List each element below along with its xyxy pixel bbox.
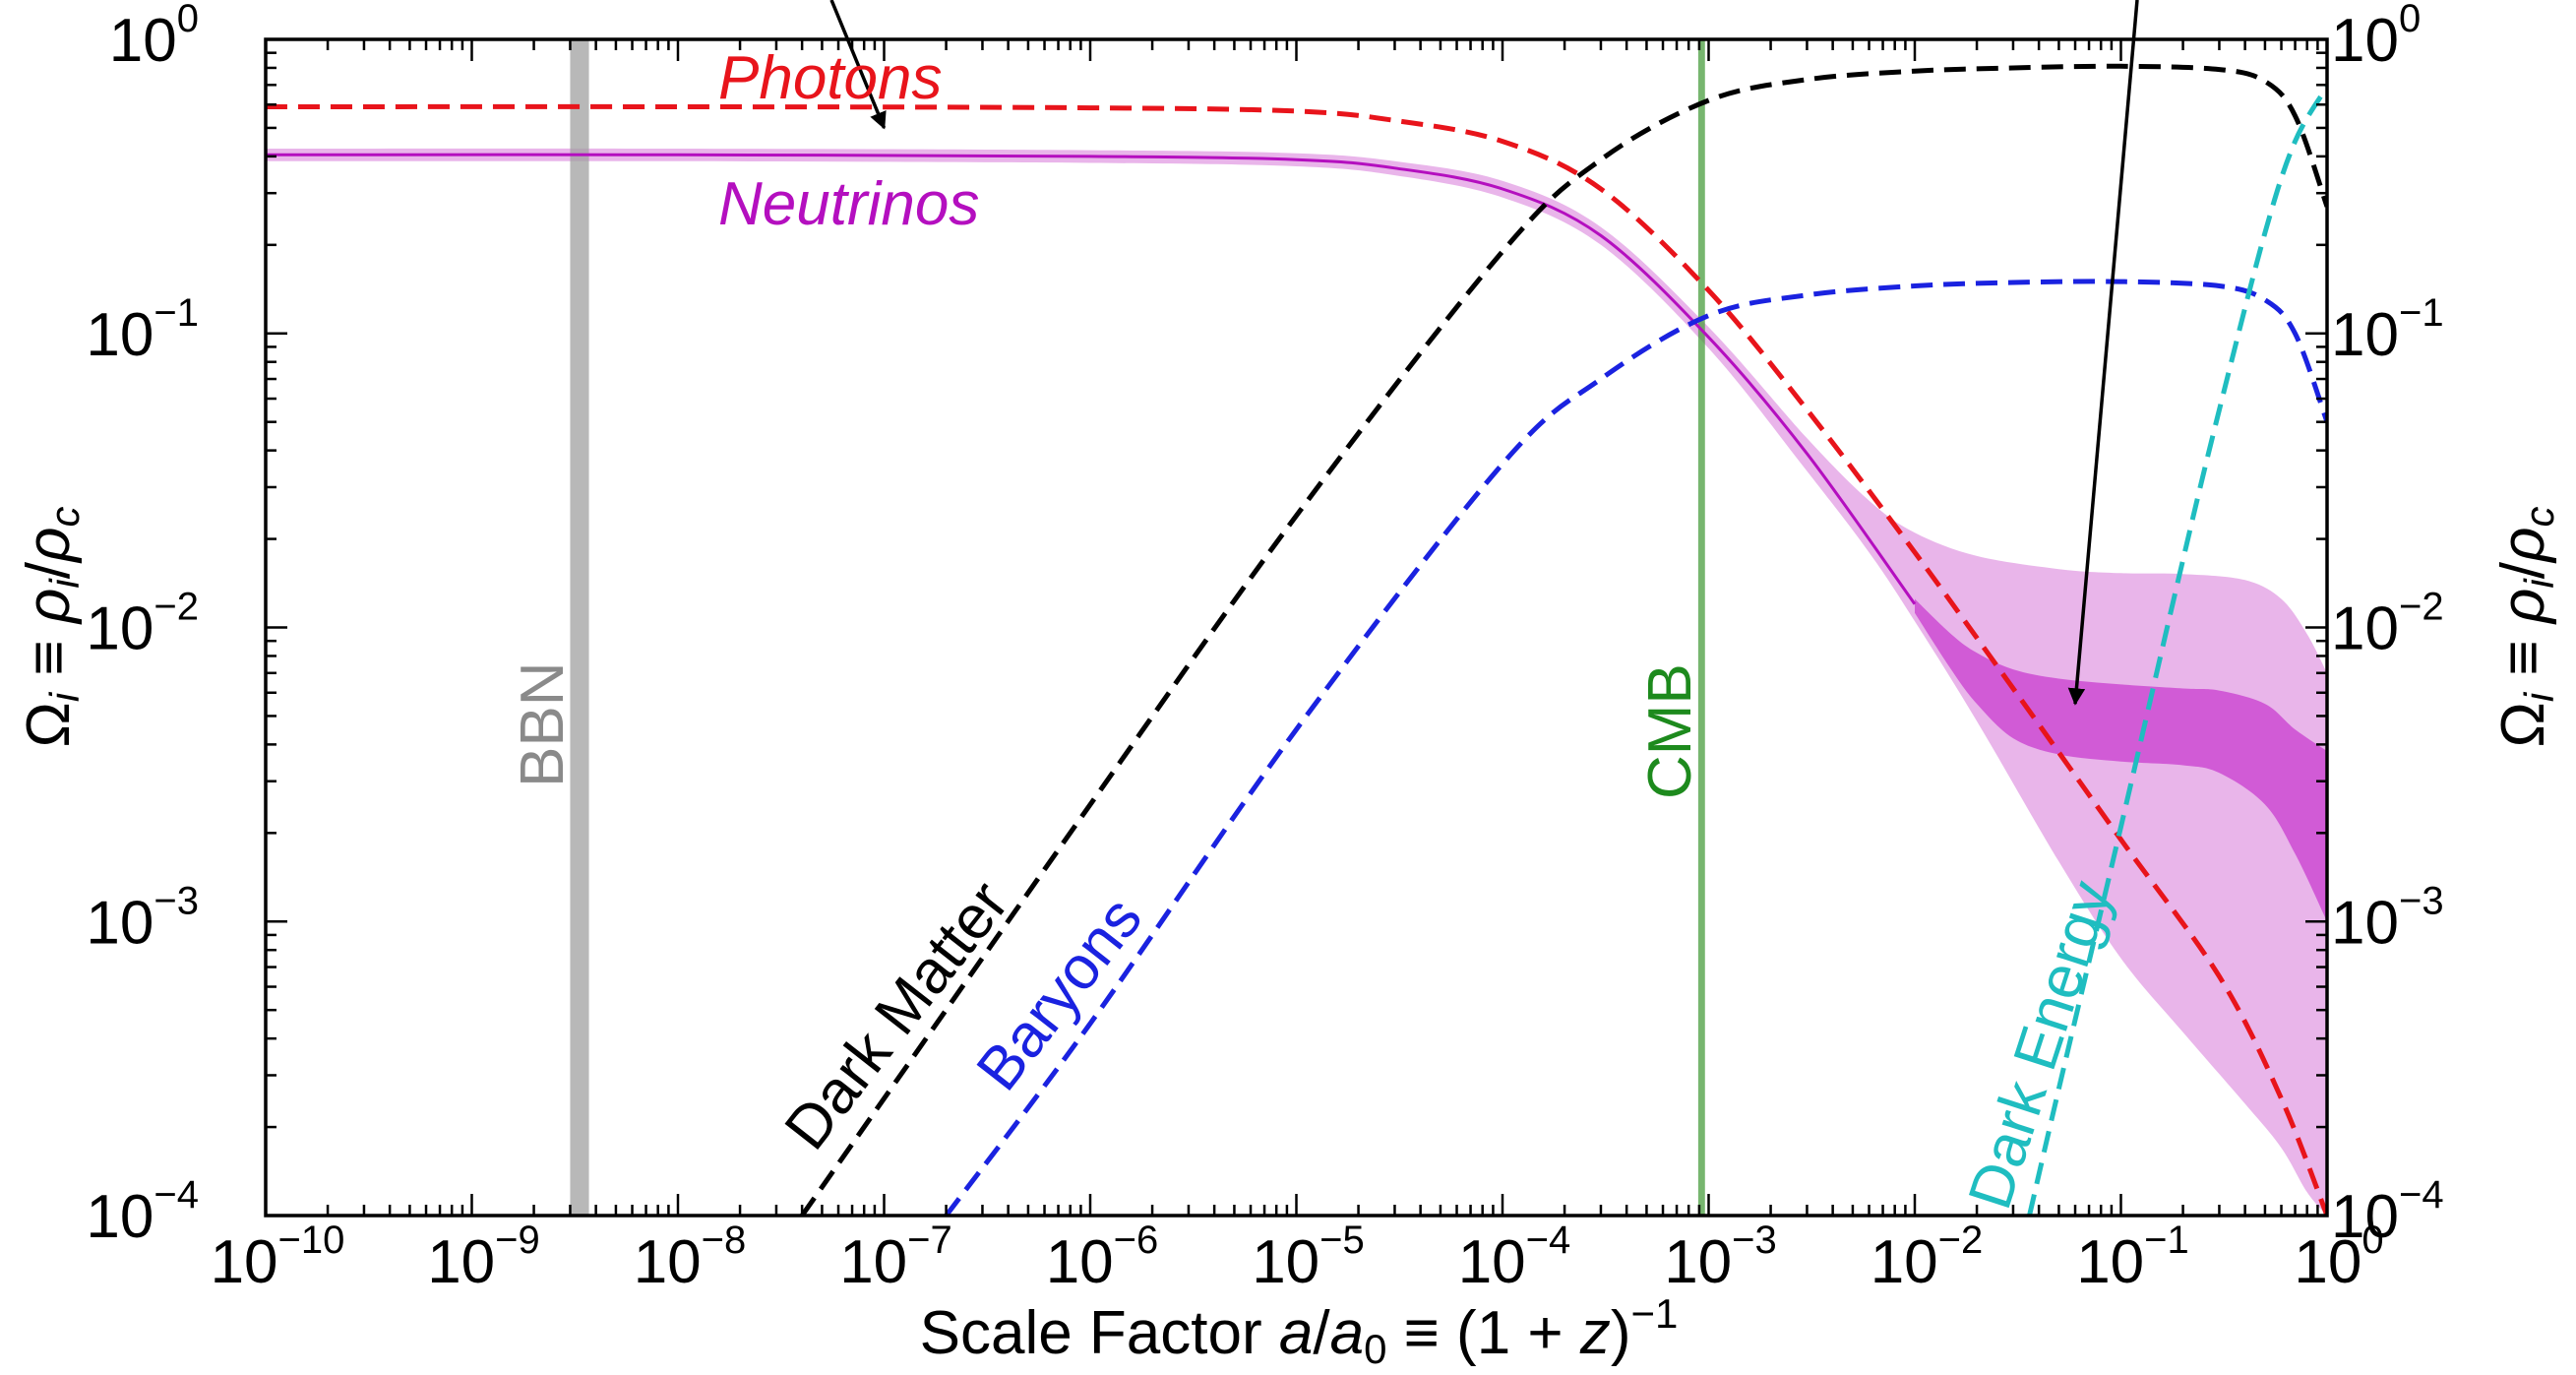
band-label-cmb: CMB: [1636, 663, 1704, 799]
series-line-photons: [266, 103, 2327, 1216]
series-lines: [266, 63, 2327, 1216]
y-tick-label-left-0: 100: [109, 0, 199, 75]
x-tick-label-5: 10−5: [1252, 1219, 1365, 1296]
x-tick-label-9: 10−9: [427, 1219, 540, 1296]
x-tick-label-6: 10−6: [1046, 1219, 1159, 1296]
x-tick-label-10: 10−10: [211, 1219, 345, 1296]
x-tick-label-3: 10−3: [1664, 1219, 1777, 1296]
y-tick-label-left-1: 10−1: [86, 291, 199, 369]
series-label-neutrinos: Neutrinos: [718, 170, 979, 238]
y-axis-title-left: Ωi ≡ ρi/ρc: [15, 507, 88, 748]
vertical-band-bbn: [570, 39, 589, 1216]
x-tick-labels: 10−10 10−9 10−8 10−7 10−6 10−5 10−4 10−3 10−2 10−…: [211, 1219, 2384, 1296]
y-tick-label-right-4: 10−4: [2331, 1173, 2444, 1251]
y-axis-title-right: Ωi ≡ ρi/ρc: [2489, 507, 2562, 748]
annotation-arrow-2: [2067, 0, 2139, 706]
x-tick-label-8: 10−8: [634, 1219, 747, 1296]
y-tick-label-left-4: 10−4: [86, 1173, 199, 1251]
y-tick-label-right-1: 10−1: [2331, 291, 2444, 369]
neutrino-uncertainty-bands: [266, 148, 2327, 1216]
y-tick-label-right-2: 10−2: [2331, 586, 2444, 663]
series-label-photons: Photons: [718, 44, 943, 112]
x-tick-label-4: 10−4: [1458, 1219, 1571, 1296]
series-line-dark-energy: [2027, 85, 2327, 1216]
annotation-arrow-1: [829, 0, 887, 130]
series-line-neutrinos: [266, 153, 1917, 605]
axis-ticks: [264, 37, 2329, 1218]
y-tick-label-left-3: 10−3: [86, 879, 199, 957]
series-line-dark-matter: [800, 63, 2327, 1216]
series-line-baryons: [944, 279, 2327, 1216]
neutrino-inner-band: [1915, 598, 2327, 922]
epoch-bands: [570, 39, 1705, 1216]
x-tick-label-2: 10−2: [1871, 1219, 1984, 1296]
y-tick-labels-left: 100 10−1 10−2 10−3 10−4: [86, 0, 199, 1251]
y-tick-label-right-3: 10−3: [2331, 879, 2444, 957]
y-tick-labels-right: 100 10−1 10−2 10−3 10−4: [2331, 0, 2444, 1251]
band-label-bbn: BBN: [509, 662, 577, 787]
vertical-band-cmb: [1697, 39, 1705, 1216]
y-tick-label-left-2: 10−2: [86, 586, 199, 663]
x-tick-label-1: 10−1: [2076, 1219, 2189, 1296]
x-axis-title: Scale Factor a/a0 ≡ (1 + z)−1: [920, 1290, 1679, 1372]
annotation-arrows: [829, 0, 2139, 706]
series-label-dark-matter: Dark Matter: [772, 869, 1022, 1162]
y-tick-label-right-0: 100: [2331, 0, 2421, 75]
x-tick-label-0: 100: [2294, 1219, 2383, 1296]
x-tick-label-7: 10−7: [839, 1219, 952, 1296]
